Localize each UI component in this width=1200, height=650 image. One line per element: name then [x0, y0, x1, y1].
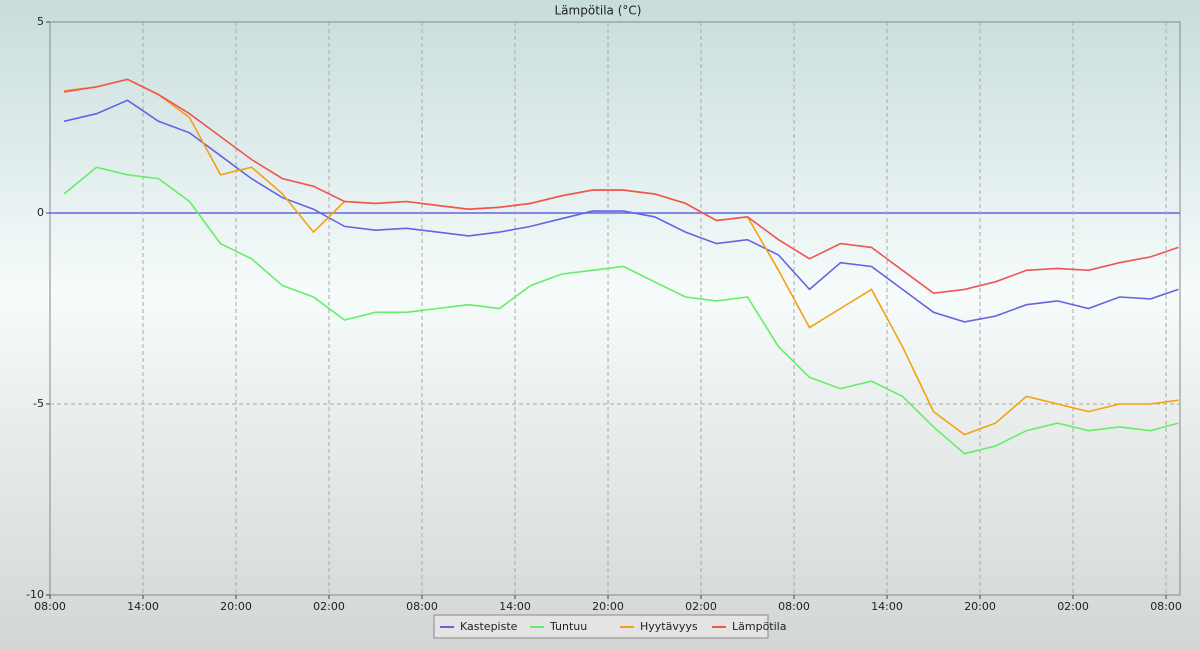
x-tick-label: 02:00	[313, 600, 345, 613]
plot-area: -10 -5 0 5 08:00 14:00 20:00 02:00 08:00 14:00 20:…	[26, 15, 1182, 613]
y-tick-label: 5	[37, 15, 44, 28]
legend: Kastepiste Tuntuu Hyytävyys Lämpötila	[433, 614, 786, 639]
legend-label: Kastepiste	[460, 620, 518, 633]
x-tick-label: 08:00	[778, 600, 810, 613]
legend-box	[433, 614, 769, 639]
y-tick-label: -10	[26, 588, 44, 601]
x-tick-label: 08:00	[1150, 600, 1182, 613]
x-tick-label: 08:00	[34, 600, 66, 613]
legend-label: Lämpötila	[732, 620, 786, 633]
x-tick-label: 20:00	[964, 600, 996, 613]
series-line	[63, 78, 1179, 295]
series-line	[63, 166, 1179, 455]
series-line	[63, 99, 1179, 323]
x-tick-label: 02:00	[1057, 600, 1089, 613]
y-tick-label: -5	[33, 397, 44, 410]
plot-frame	[49, 21, 1181, 596]
legend-label: Tuntuu	[549, 620, 587, 633]
chart-title: Lämpötila (°C)	[555, 4, 642, 18]
x-tick-label: 20:00	[592, 600, 624, 613]
x-tick-label: 14:00	[127, 600, 159, 613]
x-tick-label: 20:00	[220, 600, 252, 613]
x-tick-label: 08:00	[406, 600, 438, 613]
x-tick-label: 14:00	[871, 600, 903, 613]
legend-label: Hyytävyys	[640, 620, 698, 633]
x-tick-label: 02:00	[685, 600, 717, 613]
y-tick-label: 0	[37, 206, 44, 219]
x-tick-label: 14:00	[499, 600, 531, 613]
